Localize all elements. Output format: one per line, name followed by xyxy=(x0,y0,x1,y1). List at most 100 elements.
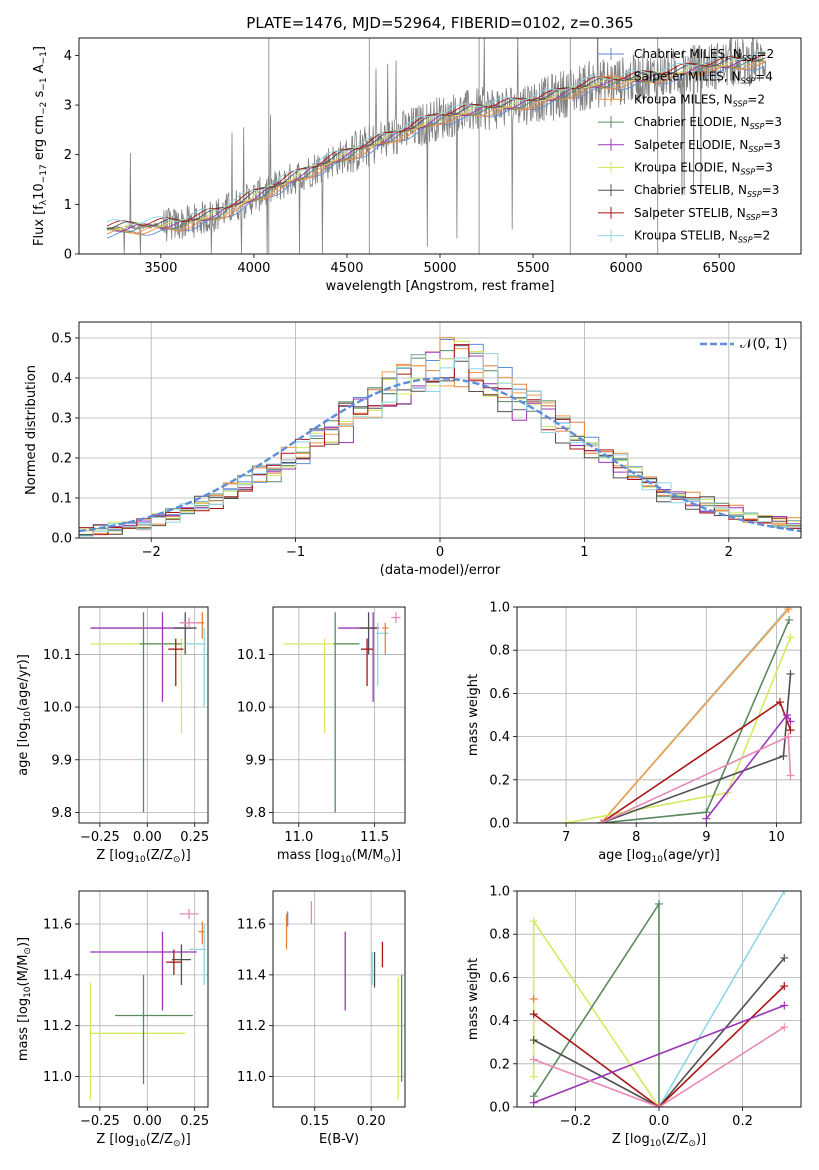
y-axis-label: mass [log10(M/M⊙)] xyxy=(16,937,33,1061)
y-tick-label: 0.2 xyxy=(489,1057,510,1072)
x-tick-label: 5500 xyxy=(516,261,549,276)
weight-line-kroupa-stelib xyxy=(658,891,785,1107)
y-axis-label-part: 10 xyxy=(32,183,47,200)
y-axis-label-part: λ xyxy=(39,199,49,205)
y-tick-label: 4 xyxy=(64,49,72,64)
y-tick-label: 11.4 xyxy=(237,968,266,983)
x-axis-label-part: (Z/Z xyxy=(146,848,173,863)
y-tick-label: 0 xyxy=(64,248,72,263)
plot-area xyxy=(283,612,401,813)
legend-label-sub: SSP xyxy=(748,145,763,154)
legend-label-suffix: =3 xyxy=(755,161,773,175)
y-tick-label: 11.2 xyxy=(237,1019,266,1034)
y-tick-label: 0.4 xyxy=(51,372,72,387)
x-tick-label: 8 xyxy=(632,830,640,845)
axes-frame xyxy=(78,37,802,255)
weight-marker xyxy=(529,1072,538,1081)
y-axis-label-part: erg cm xyxy=(32,115,47,164)
y-axis-label-part: −1 xyxy=(39,77,49,90)
axes-frame xyxy=(272,606,406,824)
x-tick-label: 11.0 xyxy=(284,830,313,845)
y-tick-label: 0.2 xyxy=(51,452,72,467)
plot-area xyxy=(90,612,207,813)
x-tick-label: 3500 xyxy=(144,261,177,276)
weight-marker xyxy=(775,698,784,707)
y-tick-label: 11.6 xyxy=(237,918,266,933)
legend-label-sub: SSP xyxy=(746,213,761,222)
y-axis-label-part: 10 xyxy=(23,986,33,998)
y-tick-label: 2 xyxy=(64,148,72,163)
model-line-chabrier-stelib xyxy=(106,56,766,230)
x-axis-label-part: ⊙ xyxy=(688,1139,696,1149)
weight-marker xyxy=(529,995,538,1003)
panel-weight-vs-Z: −0.2 0.0 0.2 0.0 0.2 0.4 0.6 0.8 1.0 Z [log10(Z/Z… xyxy=(466,885,802,1149)
y-tick-label: 9.8 xyxy=(51,806,72,821)
legend-label: Kroupa STELIB, NSSP=2 xyxy=(634,229,770,245)
weight-line-salpeter-stelib xyxy=(600,700,792,823)
legend-label-sub: SSP xyxy=(747,190,762,199)
axes-frame xyxy=(272,890,406,1108)
weight-marker xyxy=(529,1036,538,1045)
y-axis-label-part: mass [log xyxy=(16,998,31,1061)
legend-label-suffix: =2 xyxy=(753,229,771,243)
x-axis-label: age [log10(age/yr)] xyxy=(598,848,720,865)
x-axis-label-part: (Z/Z xyxy=(661,1132,688,1147)
y-tick-label: 0.8 xyxy=(489,644,510,659)
y-tick-label: 11.0 xyxy=(237,1070,266,1085)
legend-label-prefix: Salpeter MILES, N xyxy=(634,70,741,84)
legend-label-suffix: =3 xyxy=(764,115,782,129)
legend-label-suffix: =3 xyxy=(762,183,780,197)
legend-label-prefix: Kroupa ELODIE, N xyxy=(634,161,741,175)
weight-marker xyxy=(780,953,789,962)
y-tick-label: 0.5 xyxy=(51,332,72,347)
x-axis-label-part: )] xyxy=(696,1132,706,1147)
x-axis-label-part: age [log xyxy=(598,848,651,863)
x-axis-label-part: ⊙ xyxy=(383,855,391,865)
legend-label-sub: SSP xyxy=(741,77,756,86)
y-tick-label: 10.1 xyxy=(43,648,72,663)
y-axis-label-part: ] xyxy=(32,46,47,51)
weight-marker xyxy=(529,917,538,926)
x-tick-label: 0.25 xyxy=(180,830,209,845)
y-tick-label: 0.4 xyxy=(489,1014,510,1029)
weight-marker xyxy=(655,899,663,908)
legend-label: Salpeter STELIB, NSSP=3 xyxy=(634,206,778,222)
weight-marker xyxy=(655,1103,663,1107)
x-tick-label: −0.25 xyxy=(80,1114,120,1129)
y-axis-label-part: −1 xyxy=(39,51,49,64)
y-tick-label: 0.0 xyxy=(51,532,72,547)
x-tick-label: −1 xyxy=(286,545,305,560)
x-axis-label: mass [log10(M/M⊙)] xyxy=(277,848,401,865)
model-line-salpeter-stelib xyxy=(106,53,766,227)
weight-marker xyxy=(780,1023,789,1032)
y-tick-label: 0.6 xyxy=(489,687,510,702)
y-tick-label: 9.8 xyxy=(245,806,266,821)
legend-label-prefix: Chabrier ELODIE, N xyxy=(634,115,750,129)
weight-line-chabrier-stelib xyxy=(533,957,785,1107)
legend-label-suffix: =3 xyxy=(760,206,778,220)
x-tick-label: 0.00 xyxy=(133,1114,162,1129)
panel-mass-vs-EBV: 0.15 0.20 11.0 11.2 11.4 11.6 E(B-V) xyxy=(237,890,406,1147)
y-tick-label: 0.1 xyxy=(51,492,72,507)
y-axis-label-part: A xyxy=(32,64,47,77)
x-axis-label: Z [log10(Z/Z⊙)] xyxy=(96,848,190,865)
y-axis-label: age [log10(age/yr)] xyxy=(16,654,33,776)
normal-curve xyxy=(79,377,801,533)
x-tick-label: 9 xyxy=(702,830,710,845)
y-axis-label-part: )] xyxy=(16,937,31,947)
plot-area xyxy=(285,901,403,1100)
y-tick-label: 9.9 xyxy=(51,753,72,768)
x-axis-label-part: mass [log xyxy=(277,848,340,863)
x-axis-label-part: )] xyxy=(391,848,401,863)
weight-marker xyxy=(780,982,789,991)
y-axis-label-part: age [log xyxy=(16,723,31,776)
axes-frame xyxy=(516,606,802,824)
y-axis-label: Normed distribution xyxy=(24,365,39,495)
legend-label: Chabrier ELODIE, NSSP=3 xyxy=(634,115,782,131)
y-tick-label: 0.0 xyxy=(489,817,510,832)
weight-marker xyxy=(597,819,606,823)
legend-label: Kroupa MILES, NSSP=2 xyxy=(634,92,765,108)
